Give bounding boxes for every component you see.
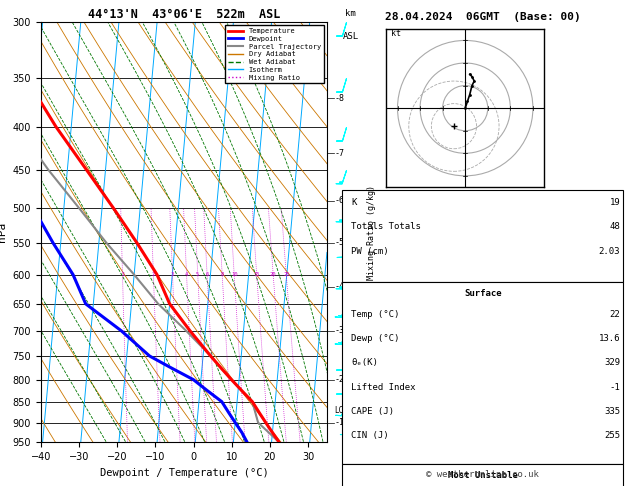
Text: kt: kt <box>391 29 401 38</box>
Text: 28.04.2024  06GMT  (Base: 00): 28.04.2024 06GMT (Base: 00) <box>385 12 581 22</box>
Text: ASL: ASL <box>343 33 359 41</box>
Text: 6: 6 <box>206 272 209 277</box>
Text: 19: 19 <box>610 198 620 207</box>
Text: 25: 25 <box>283 272 289 277</box>
Text: Totals Totals: Totals Totals <box>351 223 421 231</box>
Text: -1: -1 <box>610 383 620 392</box>
Text: CAPE (J): CAPE (J) <box>351 407 394 416</box>
Title: 44°13'N  43°06'E  522m  ASL: 44°13'N 43°06'E 522m ASL <box>88 8 280 21</box>
Text: PW (cm): PW (cm) <box>351 247 389 256</box>
Text: 22: 22 <box>610 310 620 319</box>
Text: CIN (J): CIN (J) <box>351 432 389 440</box>
Text: -1: -1 <box>334 418 344 427</box>
Text: 1: 1 <box>121 272 124 277</box>
Text: Dewp (°C): Dewp (°C) <box>351 334 399 343</box>
Text: 5: 5 <box>196 272 199 277</box>
Text: 2.03: 2.03 <box>599 247 620 256</box>
Text: Temp (°C): Temp (°C) <box>351 310 399 319</box>
Text: LCL: LCL <box>334 406 348 415</box>
Text: -3: -3 <box>334 327 344 335</box>
Text: 15: 15 <box>253 272 260 277</box>
Text: 4: 4 <box>185 272 188 277</box>
Text: 2: 2 <box>152 272 155 277</box>
Text: -6: -6 <box>334 196 344 205</box>
Y-axis label: hPa: hPa <box>0 222 7 242</box>
Text: Lifted Index: Lifted Index <box>351 383 416 392</box>
Text: -7: -7 <box>334 149 344 157</box>
Text: 329: 329 <box>604 359 620 367</box>
Text: © weatheronline.co.uk: © weatheronline.co.uk <box>426 469 539 479</box>
Text: Mixing Ratio (g/kg): Mixing Ratio (g/kg) <box>367 185 376 279</box>
Text: Surface: Surface <box>464 289 501 298</box>
Legend: Temperature, Dewpoint, Parcel Trajectory, Dry Adiabat, Wet Adiabat, Isotherm, Mi: Temperature, Dewpoint, Parcel Trajectory… <box>225 25 323 83</box>
Text: -8: -8 <box>334 94 344 103</box>
Text: -2: -2 <box>334 375 344 384</box>
Text: 255: 255 <box>604 432 620 440</box>
Text: -4: -4 <box>334 282 344 291</box>
Text: K: K <box>351 198 357 207</box>
Bar <box>342 190 623 282</box>
Text: 13.6: 13.6 <box>599 334 620 343</box>
Bar <box>342 464 623 486</box>
Bar <box>342 282 623 464</box>
Text: 10: 10 <box>231 272 238 277</box>
Text: km: km <box>345 9 356 17</box>
Text: θₑ(K): θₑ(K) <box>351 359 378 367</box>
X-axis label: Dewpoint / Temperature (°C): Dewpoint / Temperature (°C) <box>99 468 269 478</box>
Text: 20: 20 <box>270 272 277 277</box>
Text: 48: 48 <box>610 223 620 231</box>
Text: Most Unstable: Most Unstable <box>448 471 518 481</box>
Text: 8: 8 <box>221 272 224 277</box>
Text: -5: -5 <box>334 239 344 247</box>
Text: 3: 3 <box>171 272 174 277</box>
Text: 335: 335 <box>604 407 620 416</box>
